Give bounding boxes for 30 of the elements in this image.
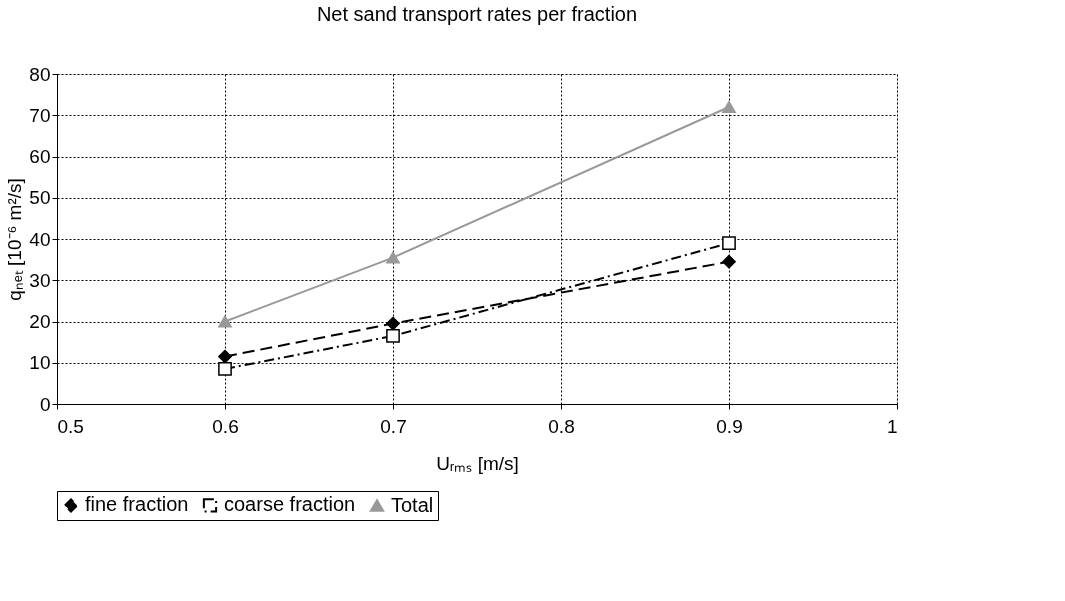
point	[386, 329, 400, 343]
y-tick-label: 0	[39, 393, 51, 415]
x-tick-label: 0.8	[548, 415, 575, 437]
y-tick-label: 50	[29, 187, 51, 209]
y-axis-title: qₙₑₜ [10⁻⁶ m²/s]	[4, 178, 26, 301]
x-tick-label: 0.6	[212, 415, 239, 437]
legend-label: fine fraction	[85, 493, 189, 516]
y-tick-label: 30	[29, 269, 51, 291]
y-tick-label: 60	[29, 146, 51, 167]
x-tick-label: 0.7	[380, 415, 407, 437]
point	[218, 349, 232, 364]
y-tick-label: 80	[29, 63, 51, 85]
x-tick-label: 0.5	[57, 415, 84, 437]
chart-title: Net sand transport rates per fraction	[316, 3, 638, 25]
point	[218, 315, 232, 328]
x-tick-label: 1	[886, 415, 898, 437]
point	[386, 251, 400, 264]
point	[722, 254, 736, 269]
point	[386, 316, 400, 331]
point	[722, 100, 736, 114]
x-axis-title: Uᵣₘₛ [m/s]	[436, 452, 519, 474]
y-tick-label: 40	[29, 228, 51, 250]
x-tick-label: 0.9	[716, 415, 743, 437]
point	[218, 362, 232, 376]
point	[722, 236, 736, 250]
y-tick-label: 70	[29, 104, 51, 126]
legend-label: coarse fraction	[224, 493, 356, 516]
y-tick-label: 20	[29, 311, 51, 332]
legend-label: Total	[391, 493, 434, 516]
y-tick-label: 10	[29, 352, 51, 374]
